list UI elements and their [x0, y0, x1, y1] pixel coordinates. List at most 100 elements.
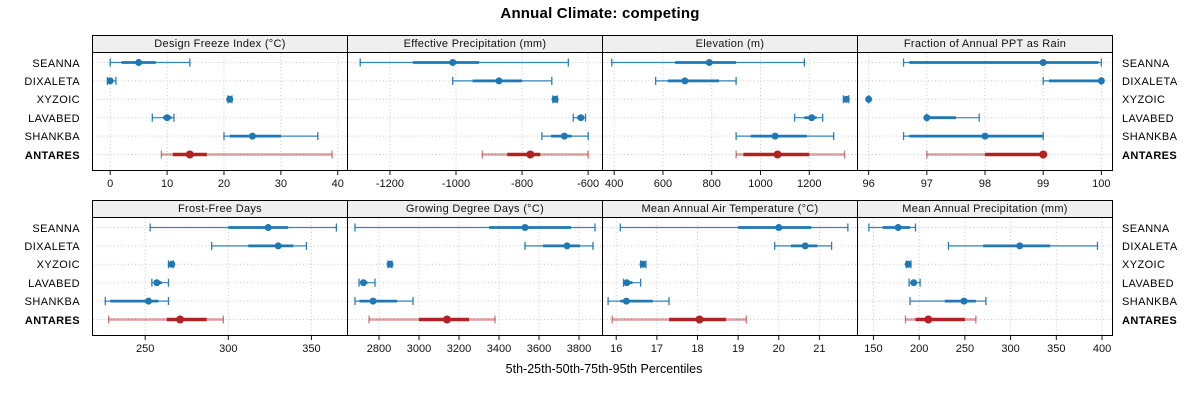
median-dot: [904, 260, 912, 268]
median-dot: [551, 95, 559, 103]
panel-x-axis-mean-annual-air-temperature: 16 17 18 19 20 21: [610, 336, 826, 355]
panel-x-axis-frost-free-days: 250 300 350: [136, 336, 321, 355]
panel-x-axis-fraction-annual-ppt-as-rain: 96 97 98 99 100: [863, 171, 1111, 190]
median-dot: [1039, 150, 1048, 159]
panel-design-freeze-index: Design Freeze Index (°C) 0 10 20 30 40: [92, 35, 348, 195]
x-tick-label: 3800: [567, 343, 591, 355]
series-row-shankba: [607, 297, 670, 306]
series-row-seanna: [354, 223, 596, 232]
panel-row-bottom: Frost-Free Days 250 300 350 Growing Degree D…: [92, 200, 1113, 360]
median-dot: [577, 114, 585, 122]
panel-border: [857, 217, 1113, 336]
x-tick-label: 30: [275, 178, 287, 190]
category-label-dixaleta: DIXALETA: [1122, 75, 1178, 88]
median-dot: [960, 297, 968, 305]
category-label-shankba: SHANKBA: [1122, 131, 1178, 144]
category-labels-right-top: SEANNA DIXALETA XYZOIC LAVABED SHANKBA ANTARE…: [1122, 53, 1200, 172]
x-tick-label: 2800: [367, 343, 391, 355]
x-tick-label: 250: [136, 343, 154, 355]
median-dot: [981, 132, 989, 140]
panel-mean-annual-air-temperature: Mean Annual Air Temperature (°C) 16 17 18 19…: [602, 200, 858, 360]
x-tick-label: 20: [773, 343, 785, 355]
series-row-lavabed: [622, 278, 642, 287]
x-tick-label: 250: [956, 343, 974, 355]
median-dot: [695, 315, 704, 324]
median-dot: [443, 315, 451, 324]
median-dot: [773, 150, 782, 159]
x-tick-label: 20: [218, 178, 230, 190]
panel-x-axis-effective-precipitation: -1200 -1000 -800 -600: [376, 171, 599, 190]
panel-background: [857, 217, 1113, 336]
panel-header-mean-annual-air-temperature: Mean Annual Air Temperature (°C): [602, 200, 858, 218]
category-label-antares: ANTARES: [1122, 149, 1178, 162]
category-label-dixaleta: DIXALETA: [1122, 240, 1178, 253]
panel-effective-precipitation: Effective Precipitation (mm) -1200 -1000 -8…: [347, 35, 603, 195]
median-dot: [526, 150, 535, 159]
series-row-dixaleta: [452, 76, 553, 85]
median-dot: [639, 260, 647, 268]
x-tick-label: 600: [654, 178, 672, 190]
panel-plot-mean-annual-precipitation: [857, 217, 1113, 336]
x-tick-label: 400: [1093, 343, 1111, 355]
category-label-xyzoic: XYZOIC: [36, 259, 80, 272]
x-tick-label: 18: [691, 343, 703, 355]
x-tick-label: 150: [864, 343, 882, 355]
panel-header-design-freeze-index: Design Freeze Index (°C): [92, 35, 348, 53]
median-dot: [495, 77, 503, 85]
category-labels-left-top: SEANNA DIXALETA XYZOIC LAVABED SHANKBA ANTARE…: [0, 53, 86, 172]
panel-plot-elevation: [602, 52, 858, 171]
x-tick-label: 300: [1001, 343, 1019, 355]
median-dot: [894, 224, 902, 231]
median-dot: [771, 132, 779, 140]
x-tick-label: -600: [577, 178, 599, 190]
panel-background: [602, 217, 858, 336]
median-dot: [563, 242, 571, 250]
median-dot: [369, 297, 377, 305]
category-label-lavabed: LAVABED: [1122, 277, 1174, 290]
x-tick-label: 40: [332, 178, 344, 190]
median-dot: [274, 242, 282, 250]
series-row-seanna: [109, 58, 191, 67]
median-dot: [359, 279, 367, 287]
series-row-antares: [611, 315, 747, 324]
series-row-dixaleta: [524, 241, 594, 250]
series-row-lavabed: [793, 113, 824, 122]
median-dot: [449, 59, 457, 66]
panel-x-axis-design-freeze-index: 0 10 20 30 40: [107, 171, 344, 190]
category-label-seanna: SEANNA: [32, 57, 80, 70]
series-row-seanna: [902, 58, 1103, 67]
series-row-shankba: [354, 297, 414, 306]
panel-background: [602, 52, 858, 171]
category-label-antares: ANTARES: [24, 314, 80, 327]
panel-fraction-annual-ppt-as-rain: Fraction of Annual PPT as Rain 96 97 98 99 10…: [857, 35, 1113, 195]
panel-header-frost-free-days: Frost-Free Days: [92, 200, 348, 218]
median-dot: [106, 77, 114, 85]
category-label-antares: ANTARES: [1122, 314, 1178, 327]
x-tick-label: 200: [910, 343, 928, 355]
category-label-lavabed: LAVABED: [28, 277, 80, 290]
x-tick-label: 10: [161, 178, 173, 190]
series-row-xyzoic: [842, 95, 850, 104]
series-row-antares: [481, 150, 589, 159]
median-dot: [910, 279, 918, 287]
x-tick-label: 350: [302, 343, 320, 355]
series-row-lavabed: [151, 278, 170, 287]
series-row-antares: [107, 315, 224, 324]
panel-header-effective-precipitation: Effective Precipitation (mm): [347, 35, 603, 53]
category-label-dixaleta: DIXALETA: [24, 75, 80, 88]
x-tick-label: 17: [651, 343, 663, 355]
median-dot: [248, 132, 256, 140]
median-dot: [923, 114, 931, 122]
series-row-lavabed: [572, 113, 587, 122]
panel-background: [347, 217, 603, 336]
x-tick-label: 350: [1047, 343, 1065, 355]
panel-growing-degree-days: Growing Degree Days (°C) 2800 3000 3200 3400…: [347, 200, 603, 360]
median-dot: [1097, 77, 1105, 85]
median-dot: [145, 297, 153, 305]
series-row-xyzoic: [639, 260, 647, 269]
series-row-seanna: [149, 223, 338, 232]
series-row-shankba: [104, 297, 170, 306]
series-row-antares: [904, 315, 977, 324]
x-tick-label: 21: [813, 343, 825, 355]
series-row-lavabed: [358, 278, 376, 287]
